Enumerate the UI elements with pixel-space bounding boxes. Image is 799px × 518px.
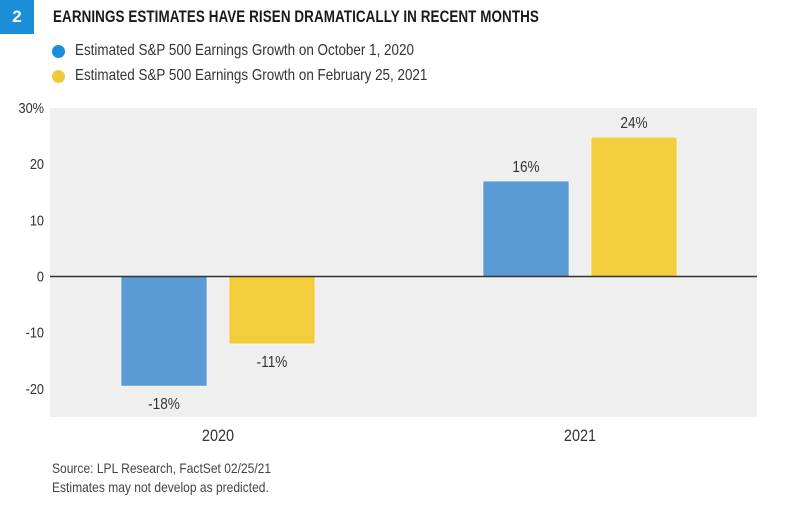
y-tick-label: 0 (37, 268, 44, 285)
legend-item-feb-2021: Estimated S&P 500 Earnings Growth on Feb… (52, 67, 495, 85)
data-label: 24% (620, 115, 647, 132)
data-label: -11% (257, 354, 288, 371)
legend-label: Estimated S&P 500 Earnings Growth on Feb… (75, 67, 428, 84)
y-tick-label: 30% (18, 99, 44, 116)
legend-dot-icon (52, 69, 65, 83)
y-tick-label: 20 (30, 155, 44, 172)
disclaimer-note: Estimates may not develop as predicted. (52, 479, 269, 495)
data-label: -18% (148, 396, 180, 413)
chart-title: EARNINGS ESTIMATES HAVE RISEN DRAMATICAL… (53, 7, 539, 26)
source-note: Source: LPL Research, FactSet 02/25/21 (52, 460, 272, 476)
figure-number-badge: 2 (0, 0, 34, 34)
y-tick-label: -10 (26, 324, 45, 341)
legend-item-oct-2020: Estimated S&P 500 Earnings Growth on Oct… (52, 42, 479, 60)
bar (120, 276, 208, 387)
x-category-label: 2020 (202, 427, 234, 445)
x-category-label: 2021 (564, 427, 596, 445)
legend-label: Estimated S&P 500 Earnings Growth on Oct… (75, 42, 414, 59)
bar (482, 180, 570, 277)
bar (590, 136, 678, 277)
data-label: 16% (512, 159, 539, 176)
bar (228, 276, 316, 345)
y-tick-label: -20 (26, 380, 45, 397)
y-tick-label: 10 (30, 211, 44, 228)
legend-dot-icon (52, 44, 65, 58)
